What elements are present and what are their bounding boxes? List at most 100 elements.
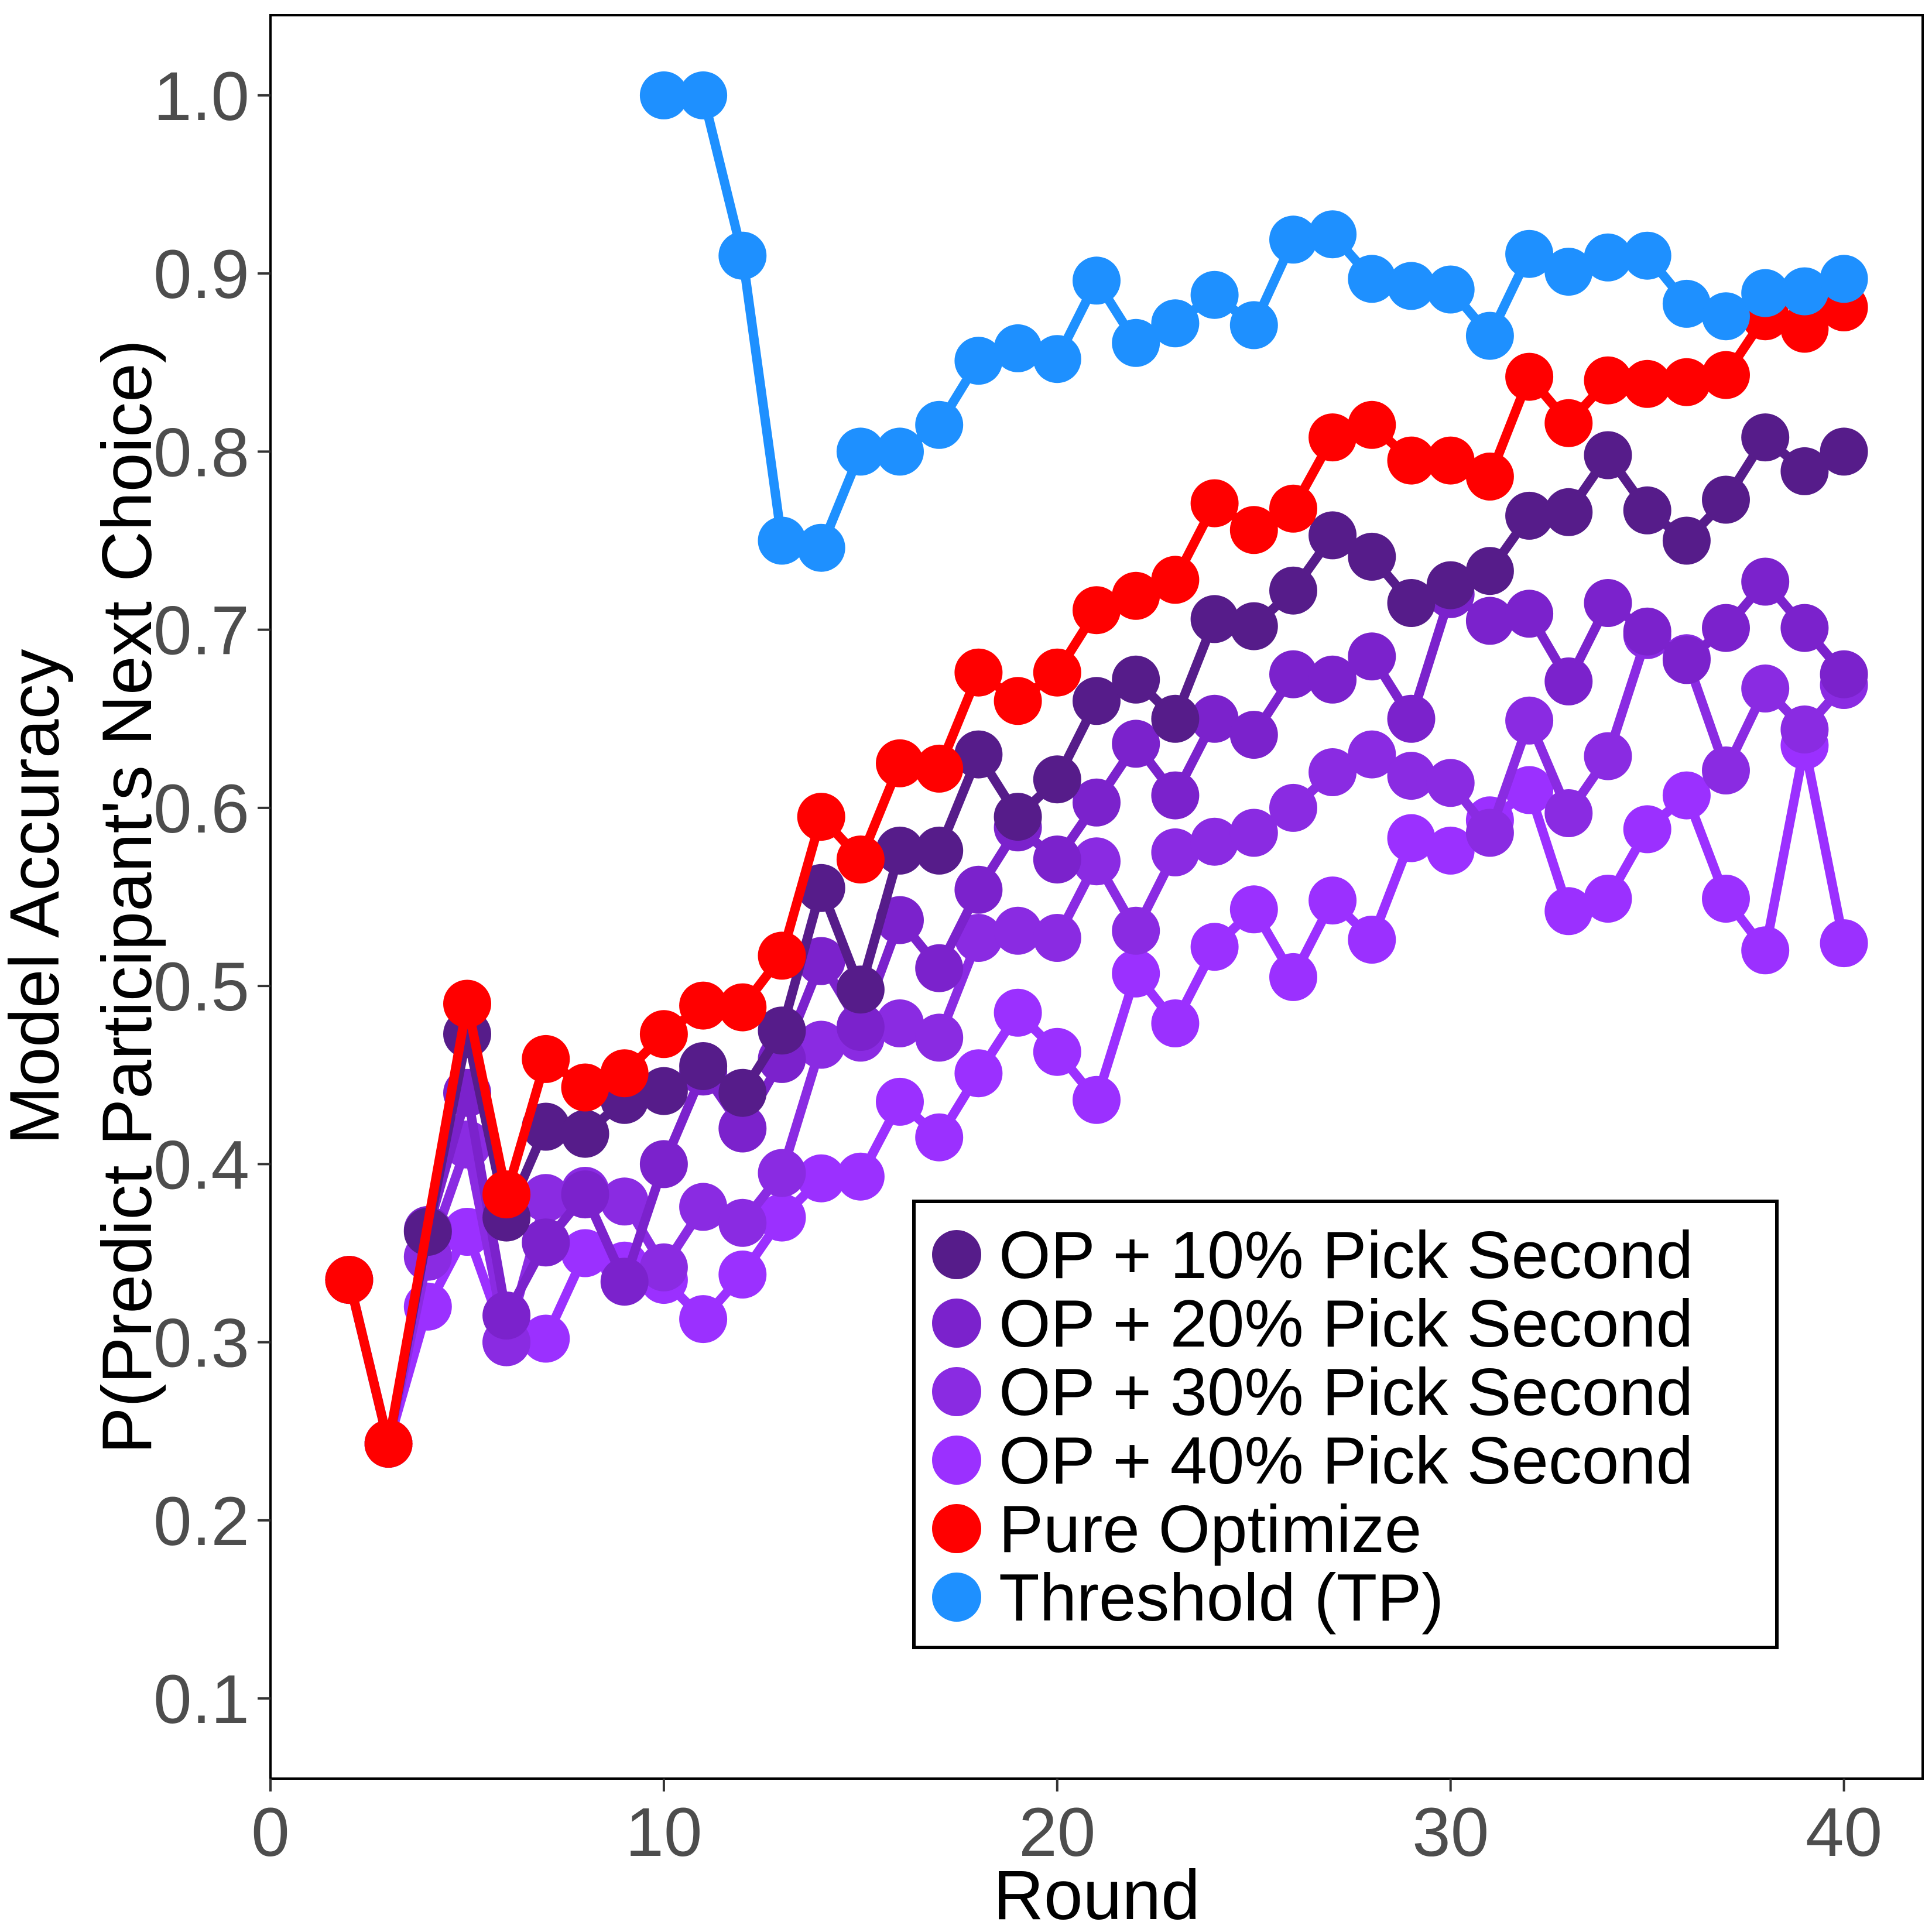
- data-point-op-40-pick-second: [1623, 805, 1671, 854]
- legend-label: OP + 40% Pick Second: [999, 1424, 1693, 1498]
- data-point-op-20-pick-second: [1308, 655, 1357, 704]
- data-point-op-10-pick-second: [1229, 602, 1278, 650]
- data-point-pure-optimize: [1073, 586, 1121, 635]
- data-point-threshold-tp: [1544, 248, 1593, 296]
- data-point-pure-optimize: [836, 835, 885, 884]
- data-point-pure-optimize: [954, 648, 1003, 697]
- data-point-pure-optimize: [1544, 399, 1593, 447]
- data-point-pure-optimize: [718, 983, 767, 1032]
- data-point-op-20-pick-second: [1623, 607, 1671, 656]
- data-point-op-10-pick-second: [1308, 511, 1357, 560]
- x-axis: 0 10 20 30 40: [251, 1779, 1882, 1871]
- legend-key: [932, 1436, 981, 1485]
- data-point-op-30-pick-second: [1112, 906, 1160, 955]
- y-tick-label: 0.1: [153, 1661, 249, 1738]
- legend-label: OP + 30% Pick Second: [999, 1355, 1693, 1430]
- x-tick-label: 10: [625, 1794, 702, 1871]
- data-point-op-40-pick-second: [1662, 771, 1711, 820]
- data-point-op-40-pick-second: [758, 1193, 806, 1242]
- data-point-pure-optimize: [1505, 352, 1554, 401]
- data-point-op-10-pick-second: [1112, 655, 1160, 704]
- data-point-op-10-pick-second: [1387, 579, 1436, 627]
- data-point-op-40-pick-second: [718, 1251, 767, 1299]
- data-point-op-20-pick-second: [1269, 650, 1317, 698]
- data-point-op-40-pick-second: [1544, 887, 1593, 936]
- data-point-pure-optimize: [1780, 304, 1829, 353]
- data-point-threshold-tp: [1387, 262, 1436, 310]
- data-point-op-40-pick-second: [1387, 814, 1436, 862]
- data-point-op-10-pick-second: [1073, 677, 1121, 725]
- data-point-op-20-pick-second: [1544, 657, 1593, 705]
- data-point-threshold-tp: [1584, 233, 1632, 282]
- legend-box: [912, 1200, 1779, 1649]
- data-point-op-20-pick-second: [1229, 711, 1278, 759]
- data-point-op-20-pick-second: [600, 1258, 649, 1306]
- data-point-threshold-tp: [1348, 255, 1396, 303]
- data-point-pure-optimize: [522, 1034, 570, 1083]
- data-point-op-20-pick-second: [639, 1140, 688, 1188]
- data-point-threshold-tp: [1780, 267, 1829, 316]
- data-point-op-30-pick-second: [1033, 914, 1081, 962]
- data-point-op-40-pick-second: [954, 1049, 1003, 1098]
- data-point-pure-optimize: [1387, 436, 1436, 485]
- y-tick-label: 0.4: [153, 1126, 249, 1204]
- data-point-op-30-pick-second: [1780, 705, 1829, 753]
- data-point-op-40-pick-second: [1426, 826, 1475, 875]
- data-point-pure-optimize: [443, 979, 491, 1028]
- data-point-op-30-pick-second: [1702, 746, 1750, 794]
- data-point-op-10-pick-second: [876, 826, 924, 875]
- data-point-op-30-pick-second: [1269, 783, 1317, 832]
- data-point-threshold-tp: [1702, 292, 1750, 341]
- data-point-pure-optimize: [1112, 571, 1160, 620]
- data-point-op-30-pick-second: [1741, 664, 1790, 712]
- data-point-pure-optimize: [1190, 479, 1239, 527]
- data-point-pure-optimize: [364, 1420, 413, 1468]
- data-point-pure-optimize: [1151, 556, 1200, 604]
- data-point-op-40-pick-second: [1741, 926, 1790, 975]
- y-tick-label: 1.0: [153, 58, 249, 135]
- data-point-op-30-pick-second: [1348, 730, 1396, 779]
- legend-label: Threshold (TP): [999, 1561, 1444, 1635]
- data-point-op-10-pick-second: [1702, 475, 1750, 524]
- data-point-op-30-pick-second: [994, 906, 1042, 955]
- data-point-op-10-pick-second: [561, 1109, 609, 1158]
- data-point-threshold-tp: [954, 337, 1003, 385]
- data-point-op-20-pick-second: [1780, 604, 1829, 652]
- data-point-op-30-pick-second: [1426, 759, 1475, 807]
- data-point-op-30-pick-second: [758, 1149, 806, 1197]
- data-point-threshold-tp: [1820, 255, 1868, 303]
- data-point-op-40-pick-second: [522, 1314, 570, 1363]
- data-point-pure-optimize: [1623, 359, 1671, 408]
- y-tick-label: 0.7: [153, 592, 249, 670]
- data-point-op-30-pick-second: [1151, 828, 1200, 876]
- data-point-op-20-pick-second: [915, 944, 964, 992]
- data-point-threshold-tp: [1269, 215, 1317, 264]
- data-point-threshold-tp: [1190, 270, 1239, 319]
- data-point-op-30-pick-second: [1387, 752, 1436, 800]
- x-tick-label: 0: [251, 1794, 290, 1871]
- legend-key: [932, 1230, 981, 1279]
- data-point-op-40-pick-second: [1190, 923, 1239, 971]
- data-point-op-40-pick-second: [1584, 875, 1632, 923]
- data-point-op-40-pick-second: [876, 1077, 924, 1126]
- series-pure-optimize: [325, 283, 1868, 1468]
- data-point-op-10-pick-second: [758, 1006, 806, 1055]
- y-axis: 0.1 0.2 0.3 0.4 0.5 0.6 0.7 0.8 0.9 1.0: [153, 58, 270, 1738]
- data-point-op-10-pick-second: [1584, 431, 1632, 479]
- data-point-pure-optimize: [600, 1049, 649, 1098]
- data-point-pure-optimize: [561, 1063, 609, 1112]
- data-point-op-10-pick-second: [1033, 755, 1081, 804]
- x-tick-label: 20: [1019, 1794, 1095, 1871]
- data-point-pure-optimize: [1584, 356, 1632, 405]
- data-point-op-40-pick-second: [679, 1295, 728, 1344]
- data-point-op-30-pick-second: [1505, 696, 1554, 745]
- data-point-op-20-pick-second: [1505, 590, 1554, 638]
- data-point-op-20-pick-second: [1702, 604, 1750, 652]
- data-point-pure-optimize: [1662, 358, 1711, 406]
- y-tick-label: 0.9: [153, 236, 249, 313]
- data-point-threshold-tp: [836, 427, 885, 476]
- y-tick-label: 0.8: [153, 414, 249, 491]
- data-point-op-10-pick-second: [679, 1042, 728, 1090]
